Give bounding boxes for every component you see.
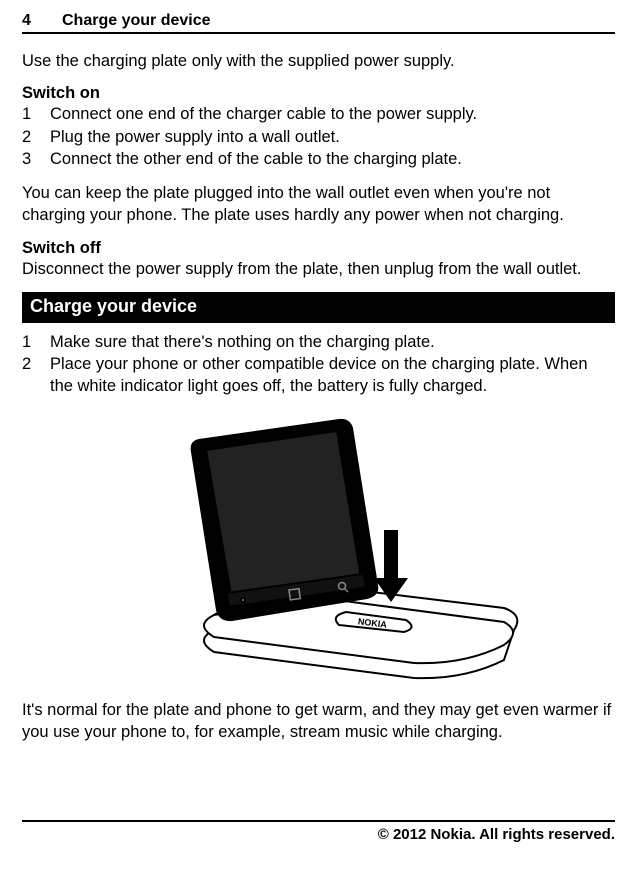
- page-header: 4Charge your device: [22, 12, 615, 34]
- charging-illustration: NOKIA: [22, 410, 615, 685]
- list-item: 1Connect one end of the charger cable to…: [22, 103, 615, 125]
- warm-paragraph: It's normal for the plate and phone to g…: [22, 699, 615, 744]
- list-item: 3Connect the other end of the cable to t…: [22, 148, 615, 170]
- switch-off-paragraph: Disconnect the power supply from the pla…: [22, 258, 615, 280]
- intro-paragraph: Use the charging plate only with the sup…: [22, 50, 615, 72]
- charge-steps: 1Make sure that there's nothing on the c…: [22, 331, 615, 398]
- list-item: 2Plug the power supply into a wall outle…: [22, 126, 615, 148]
- footer: © 2012 Nokia. All rights reserved.: [22, 820, 615, 843]
- page-number: 4: [22, 12, 62, 30]
- section-title-bar: Charge your device: [22, 292, 615, 323]
- switch-off-heading: Switch off: [22, 239, 615, 258]
- switch-on-heading: Switch on: [22, 84, 615, 103]
- switch-on-steps: 1Connect one end of the charger cable to…: [22, 103, 615, 170]
- copyright: © 2012 Nokia. All rights reserved.: [378, 826, 615, 843]
- list-item: 1Make sure that there's nothing on the c…: [22, 331, 615, 353]
- keep-plugged-paragraph: You can keep the plate plugged into the …: [22, 182, 615, 227]
- list-item: 2Place your phone or other compatible de…: [22, 353, 615, 398]
- header-title: Charge your device: [62, 12, 211, 29]
